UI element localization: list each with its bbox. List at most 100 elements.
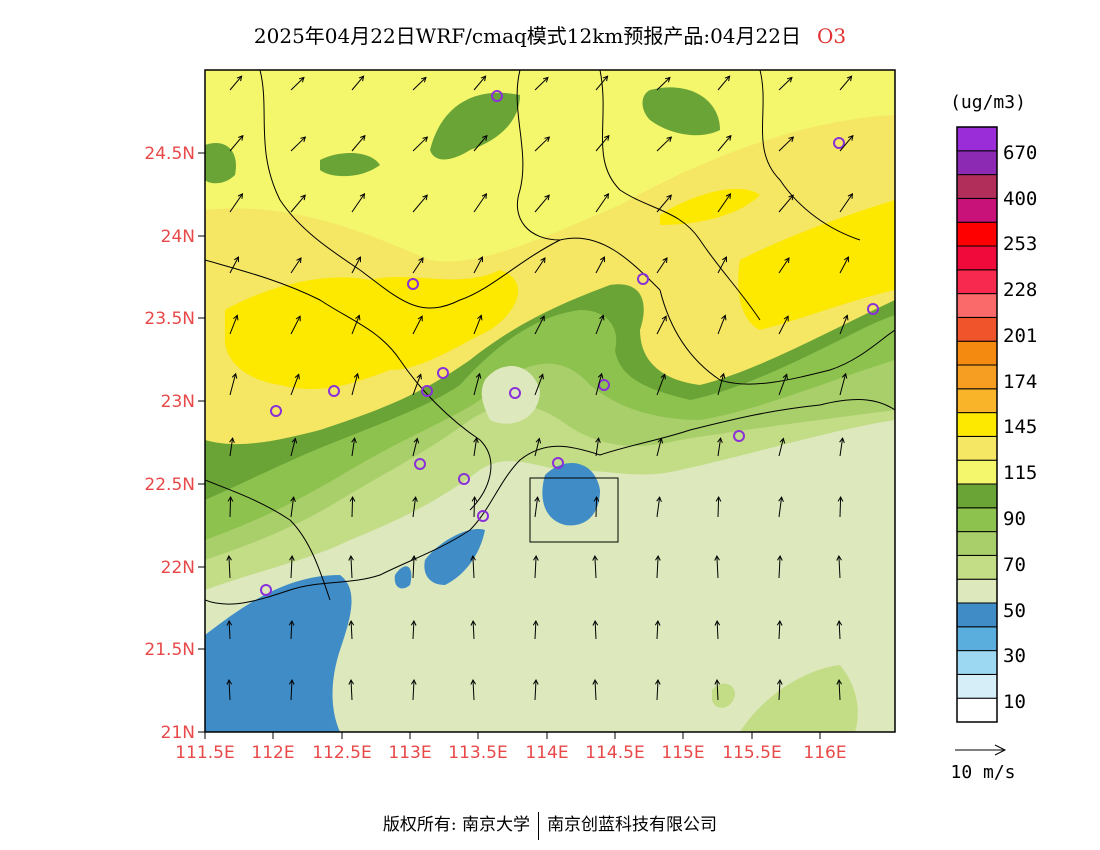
- wind-arrow: [412, 374, 422, 396]
- band-100-northeast: [642, 87, 720, 136]
- wind-arrow: [534, 556, 537, 579]
- wind-arrow: [717, 75, 730, 91]
- wind-arrow: [656, 136, 672, 152]
- wind-arrowhead: [603, 193, 610, 199]
- wind-arrow: [716, 556, 719, 579]
- stations: [260, 90, 879, 596]
- colorbar-swatch: [956, 174, 998, 199]
- colorbar-label: 145: [1003, 416, 1037, 438]
- wind-arrow: [656, 374, 666, 396]
- band-50-sw: [205, 575, 352, 732]
- wind-arrowhead: [848, 134, 854, 141]
- wind-arrowhead: [717, 437, 723, 444]
- wind-arrowhead: [714, 678, 721, 685]
- band-50-hk: [542, 463, 600, 526]
- wind-arrowhead: [355, 314, 361, 321]
- band-50-small: [394, 566, 412, 589]
- colorbar-label: 670: [1003, 142, 1037, 164]
- reference-arrowhead: [994, 744, 1007, 756]
- lon-label: 115.5E: [722, 743, 781, 763]
- lat-label: 23N: [161, 392, 195, 412]
- wind-arrowhead: [480, 75, 487, 82]
- wind-arrow: [656, 680, 659, 701]
- wind-arrow: [534, 374, 544, 396]
- wind-arrow: [717, 373, 725, 396]
- lon-label: 113.5E: [448, 743, 507, 763]
- wind-arrow: [412, 556, 415, 579]
- wind-arrow: [351, 75, 364, 91]
- wind-arrowhead: [482, 134, 488, 141]
- colorbar-swatch: [956, 269, 998, 295]
- wind-arrowhead: [538, 373, 544, 380]
- wind-arrow: [778, 374, 788, 396]
- wind-arrowhead: [654, 678, 661, 685]
- wind-arrow: [534, 136, 550, 152]
- wind-arrow: [351, 373, 359, 396]
- wind-arrowhead: [843, 256, 850, 263]
- station-marker: [414, 458, 426, 470]
- colorbar-label: 30: [1003, 645, 1026, 667]
- wind-arrow: [473, 315, 482, 335]
- wind-arrow: [473, 373, 481, 396]
- colorbar-swatch: [956, 578, 998, 604]
- lon-label: 111.5E: [175, 743, 234, 763]
- wind-arrowhead: [358, 75, 365, 82]
- wind-arrowhead: [714, 619, 721, 626]
- province-border-1: [259, 70, 361, 271]
- wind-arrow: [290, 438, 296, 457]
- wind-arrow: [412, 194, 428, 213]
- wind-arrowhead: [411, 554, 417, 561]
- wind-arrowhead: [843, 314, 849, 321]
- wind-arrowhead: [290, 496, 296, 503]
- wind-arrowhead: [542, 76, 549, 83]
- colorbar-swatch: [956, 602, 998, 628]
- wind-arrow: [290, 136, 306, 152]
- wind-arrow: [412, 315, 423, 335]
- wind-arrowhead: [349, 495, 356, 502]
- wind-arrow: [595, 75, 608, 91]
- station-marker: [477, 510, 489, 522]
- wind-arrowhead: [473, 437, 479, 444]
- wind-arrow: [229, 496, 232, 518]
- colorbar-label: 174: [1003, 371, 1037, 393]
- wind-arrowhead: [227, 495, 234, 502]
- wind-arrowhead: [721, 256, 728, 263]
- wind-arrowhead: [237, 193, 244, 199]
- wind-arrowhead: [721, 314, 727, 321]
- band-100-north: [430, 92, 520, 160]
- wind-arrow: [594, 680, 597, 701]
- wind-arrow: [350, 620, 353, 640]
- wind-arrowhead: [422, 136, 429, 142]
- wind-arrow: [839, 496, 842, 518]
- station-marker: [733, 430, 745, 442]
- lon-label: 116E: [803, 743, 846, 763]
- wind-arrow: [716, 620, 719, 640]
- hk-box: [529, 477, 619, 543]
- wind-arrow: [656, 556, 659, 579]
- chart-title: 2025年04月22日WRF/cmaq模式12km预报产品:04月22日 O3: [0, 20, 1100, 49]
- wind-arrow: [778, 315, 789, 335]
- wind-arrowhead: [782, 373, 788, 380]
- wind-arrow: [839, 438, 844, 457]
- colorbar-label: 400: [1003, 188, 1037, 210]
- wind-arrowhead: [544, 194, 550, 201]
- wind-arrowhead: [360, 134, 366, 141]
- colorbar-swatches: [956, 126, 998, 723]
- wind-arrow: [778, 136, 794, 152]
- wind-arrowhead: [778, 496, 784, 503]
- wind-arrow: [290, 620, 293, 640]
- wind-arrow: [472, 620, 475, 640]
- station-marker: [260, 584, 272, 596]
- wind-arrow: [290, 194, 306, 213]
- station-marker: [458, 473, 470, 485]
- wind-arrow: [350, 680, 353, 701]
- wind-reference: 10 m/s: [950, 744, 1016, 783]
- wind-arrow: [228, 680, 231, 701]
- colorbar-swatch: [956, 507, 998, 533]
- band-100-west: [205, 143, 236, 184]
- wind-arrow: [228, 556, 231, 579]
- wind-arrowhead: [544, 136, 551, 142]
- band-70-se: [740, 665, 858, 732]
- wind-arrowhead: [288, 678, 295, 685]
